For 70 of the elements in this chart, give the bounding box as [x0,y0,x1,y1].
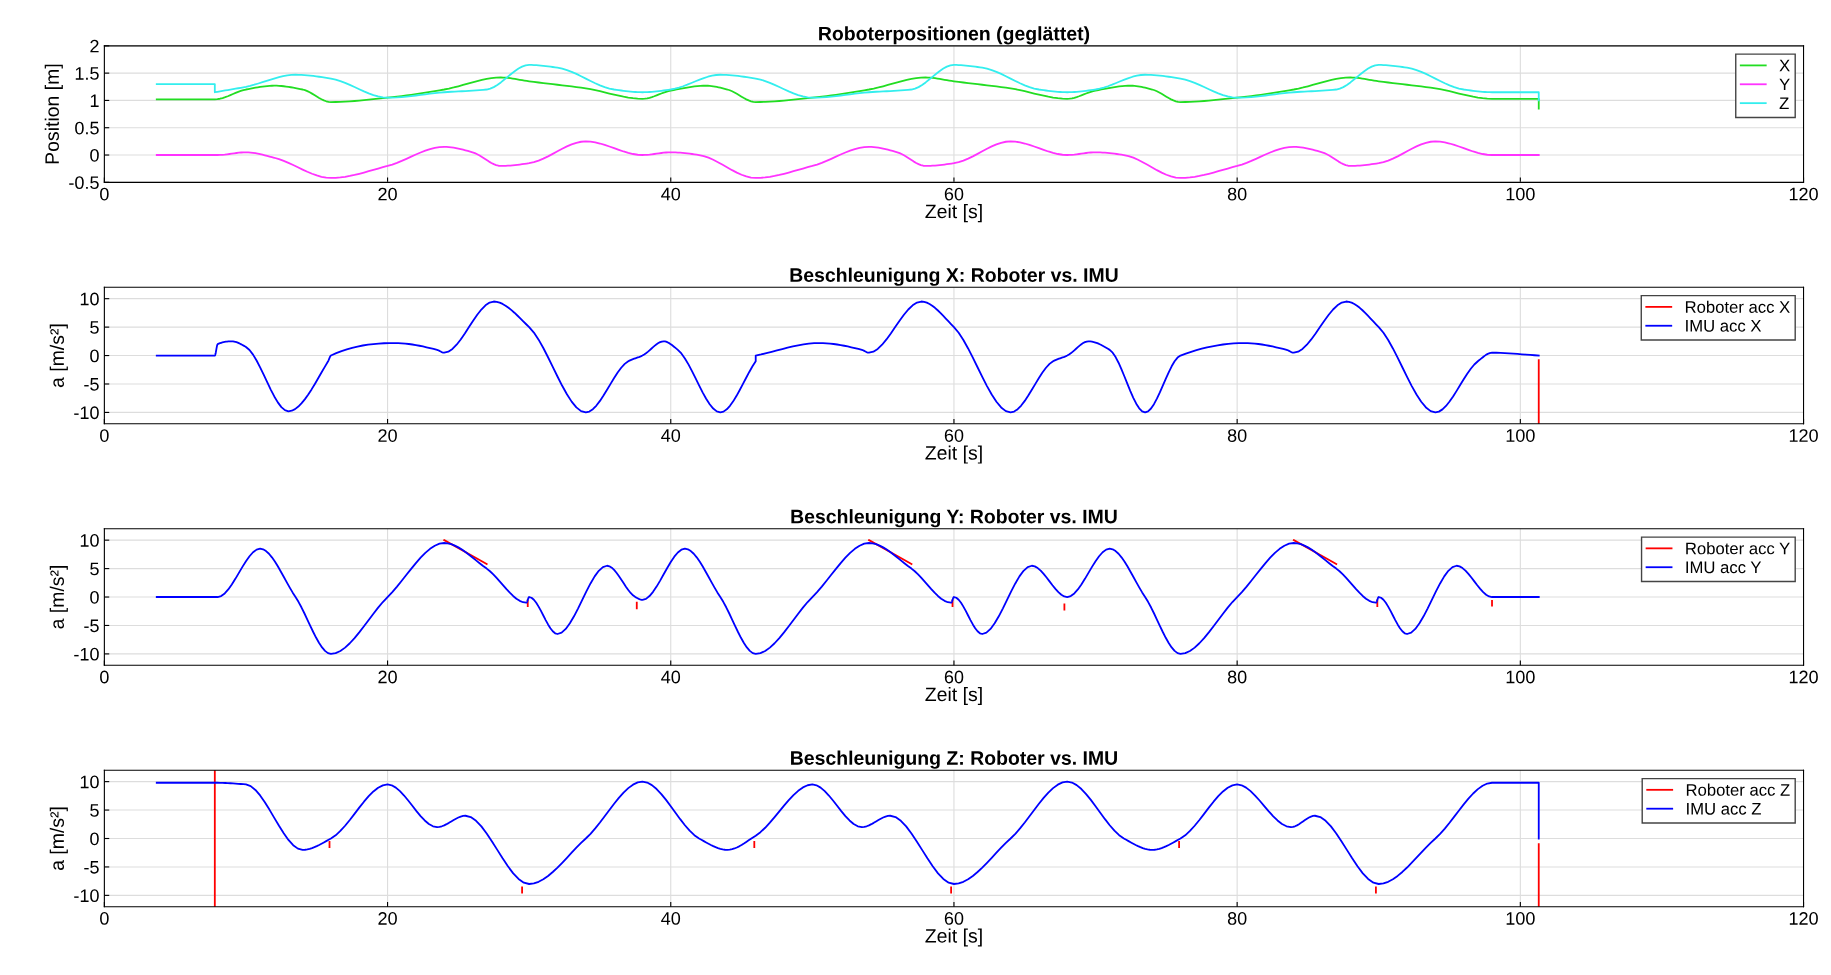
legend-label: Roboter acc Z [1686,783,1790,796]
x-tick-label: 120 [1789,912,1818,925]
x-tick-label: 120 [1789,670,1818,684]
y-tick-label: -10 [74,889,99,903]
y-tick-label: -5 [84,619,99,633]
y-axis-title: Position [m] [44,64,63,164]
legend-label: Roboter acc X [1685,300,1790,313]
x-tick-label: 60 [944,670,964,684]
x-tick-label: 20 [378,429,397,442]
x-axis-title: Zeit [s] [925,445,982,464]
y-tick-label: 0 [90,349,99,363]
x-tick-label: 80 [1227,912,1247,925]
legend-label: Roboter acc Y [1686,542,1790,555]
x-tick-label: 100 [1506,912,1535,925]
y-axis-title: a [m/s²] [49,324,68,388]
y-tick-label: 2 [90,39,99,53]
y-tick-label: 0.5 [75,121,99,135]
chart-title: Beschleunigung Z: Roboter vs. IMU [791,750,1117,769]
x-tick-label: 40 [661,912,681,925]
x-axis-title: Zeit [s] [925,686,982,706]
legend-label: IMU acc Y [1686,561,1762,574]
x-tick-label: 20 [378,912,397,925]
x-tick-label: 100 [1506,429,1535,442]
x-tick-label: 40 [661,187,681,201]
y-tick-label: -0.5 [69,176,99,190]
x-tick-label: 80 [1227,670,1247,684]
x-tick-label: 40 [661,429,681,442]
x-tick-label: 120 [1789,187,1818,201]
x-tick-label: 60 [944,187,964,201]
chart-title: Beschleunigung Y: Roboter vs. IMU [791,509,1117,528]
x-tick-label: 100 [1506,187,1535,201]
legend-label: X [1779,59,1790,72]
y-tick-label: 1 [90,94,99,107]
legend-label: IMU acc Z [1687,803,1761,815]
x-tick-label: 0 [100,670,109,684]
y-tick-label: 0 [90,590,99,604]
x-axis-title: Zeit [s] [925,928,982,947]
x-tick-label: 80 [1227,429,1247,442]
x-tick-label: 0 [100,187,109,201]
x-tick-label: 60 [944,912,964,925]
y-tick-label: 10 [80,775,99,789]
y-tick-label: 0 [90,832,99,846]
x-tick-label: 120 [1789,429,1818,442]
y-tick-label: 1.5 [75,67,99,80]
legend-label: IMU acc X [1686,320,1762,332]
y-tick-label: -5 [84,378,99,391]
y-axis-title: a [m/s²] [49,566,68,629]
y-tick-label: 10 [80,292,99,306]
x-tick-label: 20 [378,187,397,201]
y-tick-label: -10 [74,647,99,661]
x-tick-label: 100 [1506,670,1535,684]
x-tick-label: 40 [661,670,681,684]
x-tick-label: 20 [378,670,397,684]
y-tick-label: 5 [90,321,99,334]
y-tick-label: 5 [90,804,99,817]
y-tick-label: 5 [90,562,99,576]
legend-label: Z [1779,97,1789,109]
x-tick-label: 80 [1227,187,1247,201]
y-tick-label: 10 [80,534,99,547]
x-tick-label: 60 [944,429,964,442]
x-axis-title: Zeit [s] [925,204,982,223]
y-tick-label: -5 [84,861,99,874]
chart-title: Beschleunigung X: Roboter vs. IMU [790,267,1118,286]
y-axis-title: a [m/s²] [49,807,68,871]
y-tick-label: -10 [74,406,99,420]
y-tick-label: 0 [90,148,99,162]
chart-title: Roboterpositionen (geglättet) [819,26,1090,45]
x-tick-label: 0 [100,429,109,442]
legend-label: Y [1779,78,1790,91]
x-tick-label: 0 [100,912,109,925]
